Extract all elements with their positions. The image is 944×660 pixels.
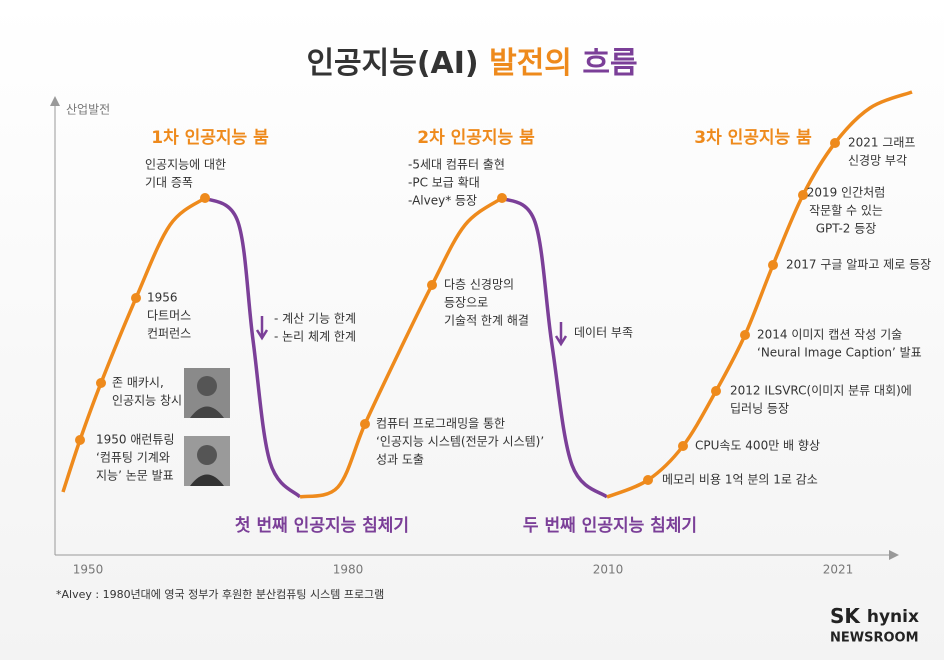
event-text: 다층 신경망의	[444, 278, 514, 292]
event-text: 신경망 부각	[848, 154, 907, 168]
logo: SK hynix	[830, 604, 919, 628]
boom-note: -PC 보급 확대	[408, 176, 480, 190]
boom-label: 1차 인공지능 붐	[151, 128, 269, 148]
event-dot	[360, 419, 370, 429]
title-part: 인공지능(AI)	[306, 46, 478, 81]
event-text: 1956	[147, 291, 178, 305]
event-text: 등장으로	[444, 296, 488, 310]
curve-segment	[203, 196, 302, 499]
event-dot	[798, 190, 808, 200]
y-axis-label: 산업발전	[66, 103, 110, 117]
event-text: 2014 이미지 캡션 작성 기술	[757, 328, 902, 342]
event-text: ‘Neural Image Caption’ 발표	[757, 346, 922, 360]
decline-note: - 논리 체계 한계	[274, 330, 356, 344]
portrait	[184, 368, 230, 418]
event-text: 작문할 수 있는	[809, 204, 883, 218]
logo-brand: SK	[830, 604, 861, 628]
event-text: 2021 그래프	[848, 136, 915, 150]
event-dot	[643, 475, 653, 485]
event-dot	[768, 260, 778, 270]
event-text: 컴퓨터 프로그래밍을 통한	[376, 417, 505, 431]
curve	[61, 90, 913, 499]
event-text: 성과 도출	[376, 453, 424, 467]
event-text: 메모리 비용 1억 분의 1로 감소	[662, 473, 818, 487]
event-dot	[711, 386, 721, 396]
event-text: 컨퍼런스	[147, 327, 191, 341]
peak-dot	[497, 193, 507, 203]
event-text: ‘컴퓨팅 기계와	[96, 451, 170, 465]
event-text: 1950 애런튜링	[96, 433, 175, 447]
event-text: 지능’ 논문 발표	[96, 469, 174, 483]
event-text: 존 매카시,	[112, 376, 164, 390]
portrait	[184, 436, 230, 486]
event-dot	[740, 330, 750, 340]
winter-label: 첫 번째 인공지능 침체기	[235, 515, 409, 536]
decline-note: - 계산 기능 한계	[274, 312, 356, 326]
x-label: 2021	[823, 563, 854, 577]
event-text: CPU속도 400만 배 향상	[695, 439, 820, 453]
event-text: 2012 ILSVRC(이미지 분류 대회)에	[730, 384, 912, 398]
decline-arrow	[554, 322, 568, 347]
event-dot	[427, 280, 437, 290]
boom-note: -5세대 컴퓨터 출현	[408, 158, 505, 172]
event-dot	[75, 435, 85, 445]
boom-note: -Alvey* 등장	[408, 194, 477, 208]
event-text: 2019 인간처럼	[807, 186, 886, 200]
event-text: 인공지능 창시	[112, 394, 182, 408]
event-dot	[678, 441, 688, 451]
title-part: 발전의	[489, 46, 572, 81]
title-part: 흐름	[582, 46, 637, 81]
winter-label: 두 번째 인공지능 침체기	[523, 515, 697, 536]
peak-dot	[200, 193, 210, 203]
event-text: 다트머스	[147, 309, 191, 323]
boom-note: 인공지능에 대한	[145, 158, 226, 172]
x-arrow	[889, 550, 899, 560]
boom-note: 기대 증폭	[145, 176, 193, 190]
event-text: GPT-2 등장	[816, 222, 877, 236]
logo-sub: NEWSROOM	[830, 631, 919, 646]
title: 인공지능(AI) 발전의 흐름	[306, 46, 637, 81]
event-text: ‘인공지능 시스템(전문가 시스템)’	[376, 435, 544, 449]
curve-segment	[606, 90, 913, 499]
boom-label: 3차 인공지능 붐	[694, 128, 812, 148]
decline-note: 데이터 부족	[574, 326, 633, 340]
event-text: 딥러닝 등장	[730, 402, 789, 416]
event-dot	[830, 138, 840, 148]
curve-segment	[500, 196, 609, 499]
boom-label: 2차 인공지능 붐	[417, 128, 535, 148]
event-dot	[96, 378, 106, 388]
event-dot	[131, 293, 141, 303]
event-text: 기술적 한계 해결	[444, 314, 529, 328]
footnote: *Alvey : 1980년대에 영국 정부가 후원한 분산컴퓨팅 시스템 프로…	[56, 588, 384, 601]
event-text: 2017 구글 알파고 제로 등장	[786, 258, 931, 272]
x-label: 1950	[73, 563, 104, 577]
logo-brand: hynix	[867, 607, 919, 627]
y-arrow	[50, 96, 60, 106]
curve-segment	[299, 196, 504, 499]
x-label: 2010	[593, 563, 624, 577]
decline-arrow	[255, 316, 269, 341]
x-label: 1980	[333, 563, 364, 577]
